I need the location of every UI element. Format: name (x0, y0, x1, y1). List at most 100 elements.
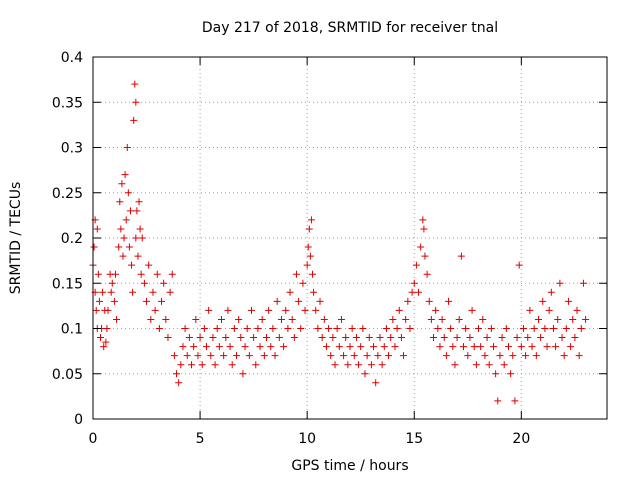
data-point (133, 207, 141, 215)
data-point (502, 325, 510, 332)
data-point (374, 352, 382, 360)
axis-ticks: 0 0.05 0.1 0.15 0.2 0.25 0.3 0.35 0.4 0 5 10 15 20 (52, 50, 607, 447)
data-point (177, 361, 185, 369)
x-tick-label: 10 (298, 431, 316, 447)
data-point (213, 325, 221, 332)
data-point (348, 325, 356, 332)
data-point (99, 288, 107, 296)
data-point (149, 288, 157, 296)
data-point (498, 334, 506, 342)
data-point (507, 370, 515, 378)
data-point (269, 325, 277, 332)
data-point (404, 297, 412, 305)
data-point (496, 352, 504, 360)
data-point (397, 334, 405, 342)
data-point (232, 352, 240, 360)
data-point (564, 297, 572, 305)
data-point (400, 352, 408, 360)
data-point (575, 352, 583, 360)
data-point (209, 334, 217, 342)
data-point (492, 370, 500, 378)
data-point (116, 198, 124, 206)
data-point (92, 306, 100, 314)
data-point (350, 352, 358, 360)
data-point (355, 361, 363, 369)
data-point (224, 306, 232, 314)
data-point (524, 334, 532, 342)
data-point (108, 279, 116, 287)
data-point (203, 343, 211, 351)
data-point (131, 80, 139, 88)
data-point (288, 315, 296, 323)
data-point (534, 315, 542, 323)
data-point (337, 315, 345, 323)
data-point (352, 334, 360, 342)
data-point (95, 297, 103, 305)
data-point (196, 334, 204, 342)
data-point (472, 361, 480, 369)
data-point (271, 352, 279, 360)
data-point (175, 379, 183, 387)
data-point (357, 343, 365, 351)
data-point (134, 252, 142, 260)
data-point (299, 279, 307, 287)
data-point (310, 288, 318, 296)
data-point (539, 297, 547, 305)
data-point (344, 361, 352, 369)
data-point (464, 352, 472, 360)
data-point (457, 252, 465, 260)
data-point (275, 334, 283, 342)
data-point (380, 343, 388, 351)
data-point (145, 261, 153, 269)
chart-title: Day 217 of 2018, SRMTID for receiver tna… (202, 20, 498, 36)
data-point (389, 315, 397, 323)
data-point (449, 343, 457, 351)
data-point (130, 116, 138, 124)
data-point (451, 361, 459, 369)
x-tick-label: 20 (512, 431, 530, 447)
data-point (183, 352, 191, 360)
data-point (547, 288, 555, 296)
y-tick-label: 0.35 (52, 95, 83, 111)
data-point (445, 297, 453, 305)
data-point (438, 315, 446, 323)
data-point (532, 352, 540, 360)
data-point (124, 189, 132, 197)
data-point (393, 325, 401, 332)
y-tick-label: 0.3 (61, 141, 83, 157)
data-point (573, 306, 581, 314)
data-point (162, 315, 170, 323)
data-point (290, 334, 298, 342)
data-point (382, 325, 390, 332)
data-point (453, 334, 461, 342)
data-point (412, 261, 420, 269)
data-point (118, 180, 126, 188)
data-point (434, 325, 442, 332)
x-tick-label: 15 (405, 431, 423, 447)
data-point (107, 288, 115, 296)
data-point (325, 325, 333, 332)
data-point (500, 361, 508, 369)
x-tick-label: 5 (196, 431, 205, 447)
data-point (515, 261, 523, 269)
y-axis-label: SRMTID / TECUs (8, 182, 24, 295)
data-point (173, 370, 181, 378)
data-point (113, 315, 121, 323)
data-point (504, 343, 512, 351)
data-point (102, 338, 110, 346)
data-point (417, 243, 425, 251)
data-point (335, 343, 343, 351)
data-point (432, 306, 440, 314)
data-point (277, 315, 285, 323)
data-point (230, 325, 238, 332)
data-point (138, 234, 146, 242)
data-point (94, 270, 102, 278)
data-point (132, 234, 140, 242)
data-point (509, 352, 517, 360)
data-point (436, 343, 444, 351)
data-point (237, 334, 245, 342)
data-point (489, 343, 497, 351)
data-point (549, 325, 557, 332)
data-point (307, 216, 315, 224)
data-point (425, 297, 433, 305)
